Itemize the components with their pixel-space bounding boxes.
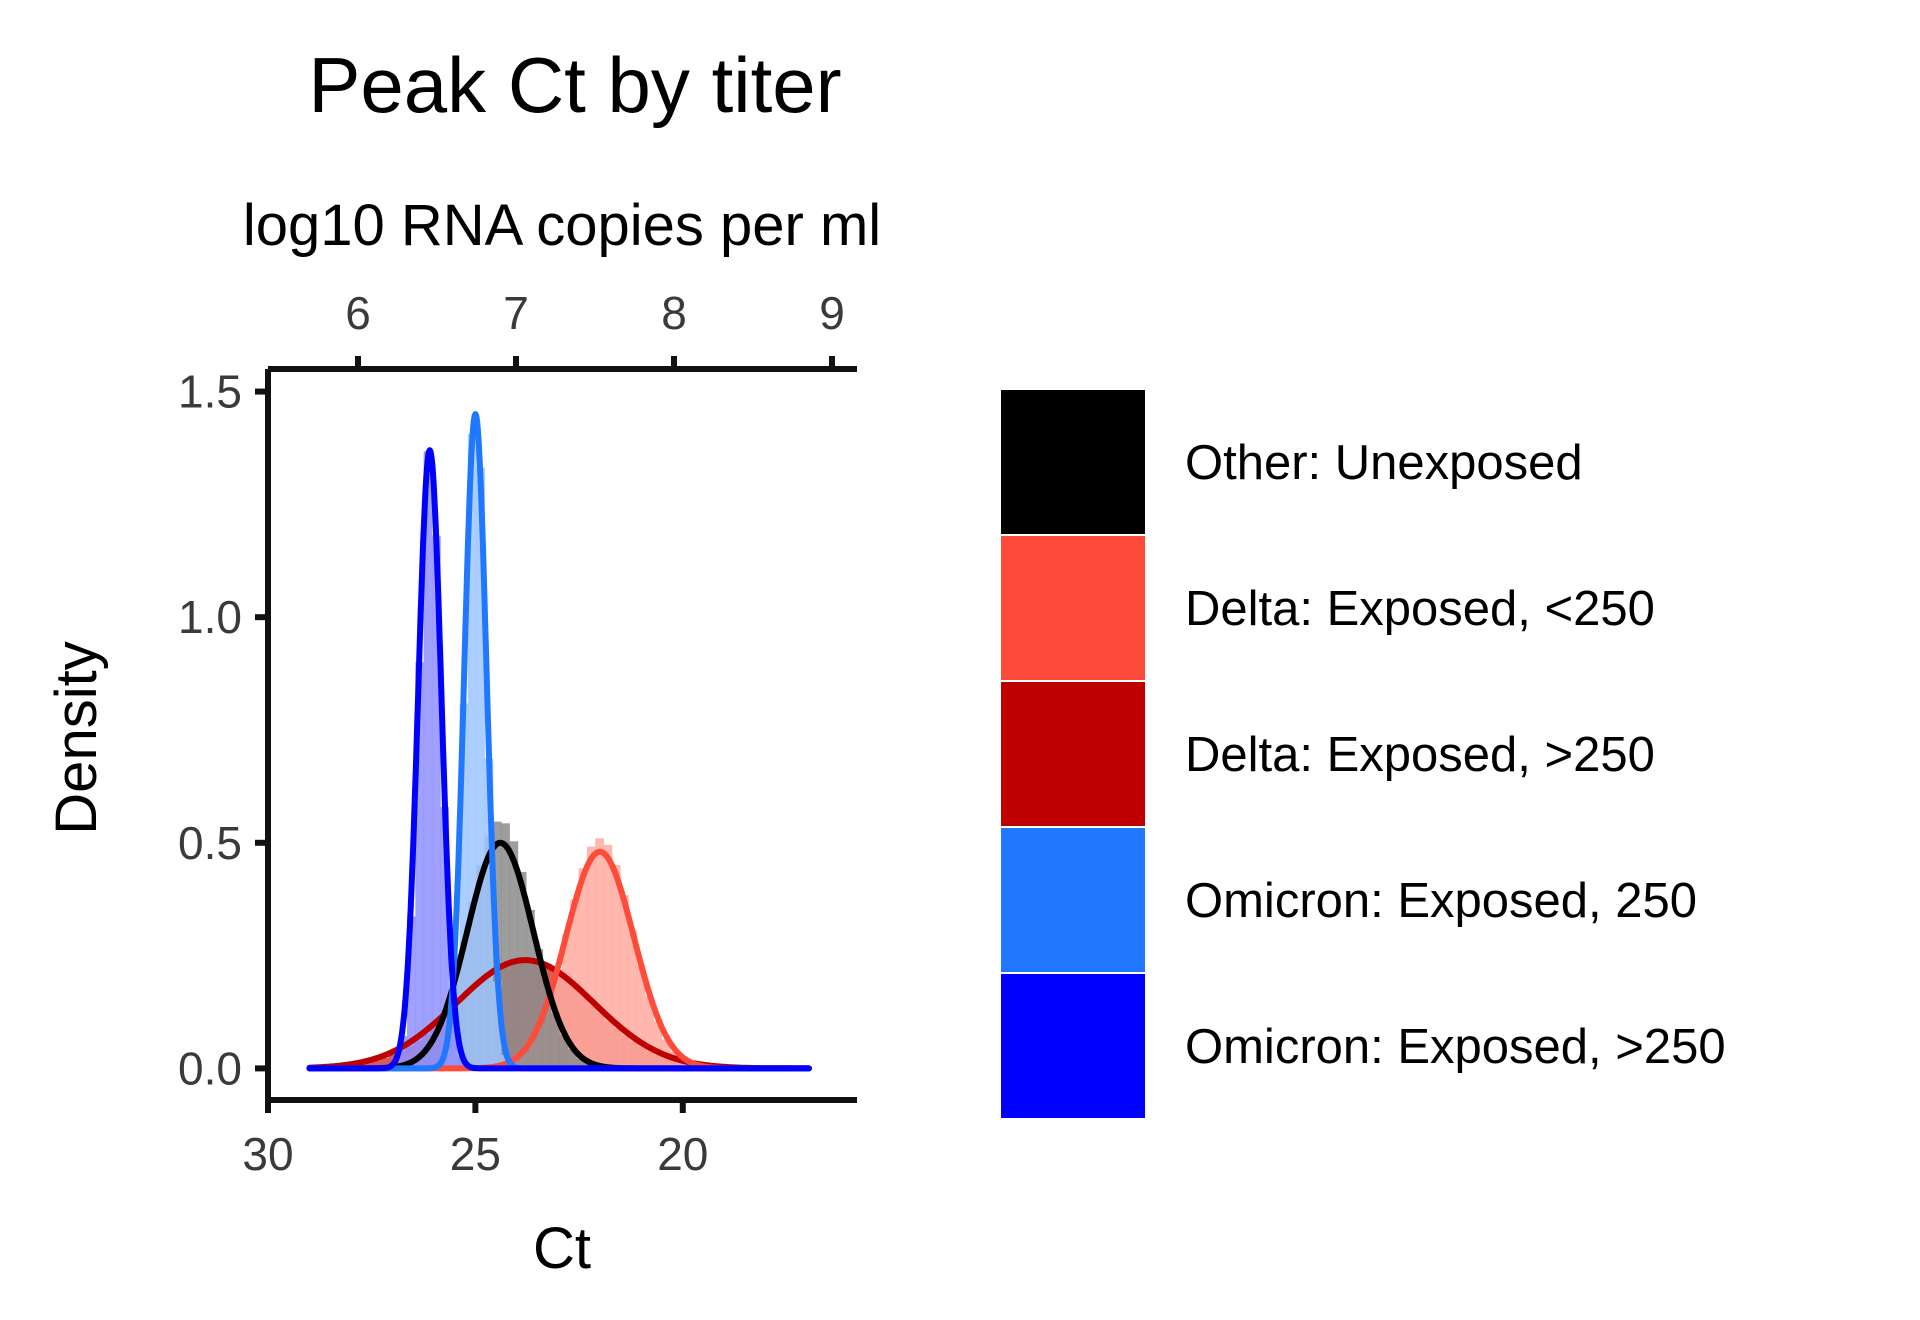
- secondary-x-axis-title: log10 RNA copies per ml: [243, 193, 881, 258]
- histogram-bar: [567, 1049, 577, 1069]
- histogram-bar: [440, 807, 450, 1069]
- y-axis-title: Density: [44, 641, 109, 834]
- plot-area: [306, 411, 812, 1072]
- histogram-bar: [562, 934, 571, 1069]
- y-tick-label: 1.0: [178, 591, 242, 643]
- histogram-bar: [578, 868, 588, 1069]
- histogram-bar: [517, 872, 527, 1069]
- histogram-bar: [644, 996, 654, 1069]
- histogram-bar: [620, 895, 629, 1069]
- legend-label-2: Delta: Exposed, >250: [1185, 728, 1655, 782]
- histogram-bar: [448, 995, 458, 1069]
- legend-label-3: Omicron: Exposed, 250: [1185, 874, 1697, 928]
- histogram-bar: [456, 1056, 466, 1069]
- histogram-bar: [636, 965, 646, 1069]
- histogram-bar: [509, 841, 519, 1069]
- histogram-bar: [380, 1057, 390, 1069]
- histogram-bar: [459, 703, 469, 1069]
- legend-label-4: Omicron: Exposed, >250: [1185, 1020, 1726, 1074]
- x-axis-title: Ct: [533, 1216, 591, 1281]
- histogram-bar: [492, 981, 502, 1069]
- legend-label-1: Delta: Exposed, <250: [1185, 582, 1655, 636]
- secondary-x-tick-label: 8: [661, 287, 687, 339]
- histogram-bar: [525, 909, 535, 1069]
- histogram-bar: [431, 535, 441, 1069]
- histogram-bar: [678, 1059, 687, 1069]
- histogram-bar: [501, 823, 510, 1069]
- x-tick-label: 20: [657, 1128, 708, 1180]
- histogram-bar: [653, 1021, 663, 1069]
- histogram-bar: [575, 1058, 585, 1069]
- x-tick-label: 30: [242, 1128, 293, 1180]
- histogram-bar: [423, 451, 433, 1069]
- histogram-bar: [415, 662, 425, 1069]
- legend: Other: Unexposed Delta: Exposed, <250 Delt…: [999, 388, 1726, 1120]
- y-tick-label: 0.0: [178, 1042, 242, 1094]
- histogram-bar: [550, 1013, 560, 1069]
- legend-swatch-1: [999, 534, 1147, 682]
- density-line-4: [306, 447, 812, 1072]
- histogram-bar: [372, 1060, 381, 1069]
- legend-swatch-0: [999, 388, 1147, 536]
- legend-swatch-3: [999, 826, 1147, 974]
- histogram-bar: [628, 930, 638, 1069]
- histogram-bar: [467, 433, 477, 1069]
- secondary-x-tick-label: 9: [819, 287, 845, 339]
- histogram-bar: [476, 467, 485, 1069]
- y-tick-label: 0.5: [178, 817, 242, 869]
- legend-label-0: Other: Unexposed: [1185, 436, 1583, 490]
- legend-swatch-4: [999, 972, 1147, 1120]
- histogram-bar: [586, 846, 596, 1069]
- secondary-x-tick-label: 6: [345, 287, 371, 339]
- chart-title: Peak Ct by titer: [308, 41, 841, 129]
- histogram-bar: [603, 844, 613, 1069]
- histogram-bar: [484, 758, 494, 1069]
- histogram-bar: [542, 984, 552, 1069]
- x-tick-label: 25: [450, 1128, 501, 1180]
- legend-swatch-2: [999, 680, 1147, 828]
- secondary-x-tick-label: 7: [503, 287, 529, 339]
- histogram-bar: [398, 1036, 408, 1069]
- histogram-bar: [595, 838, 604, 1069]
- axes: 30 25 20 0.0 0.5 1.0 1.5 6 7 8 9: [178, 287, 857, 1180]
- histogram-bar: [611, 865, 621, 1069]
- histogram-bar: [559, 1034, 568, 1069]
- y-tick-label: 1.5: [178, 366, 242, 418]
- histogram-bar: [407, 916, 416, 1069]
- histogram-bar: [534, 949, 544, 1069]
